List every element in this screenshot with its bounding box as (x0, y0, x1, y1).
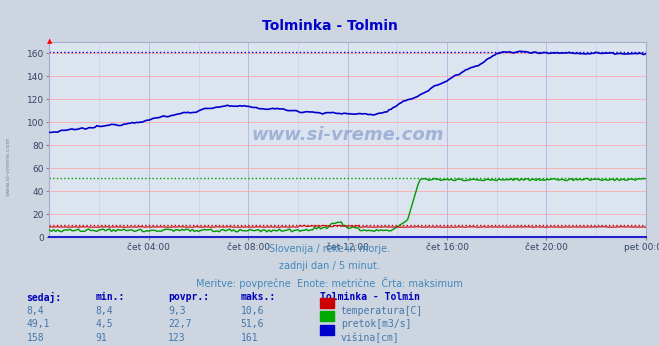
Text: 123: 123 (168, 333, 186, 343)
Text: 9,3: 9,3 (168, 306, 186, 316)
Text: www.si-vreme.com: www.si-vreme.com (251, 126, 444, 144)
Text: www.si-vreme.com: www.si-vreme.com (5, 136, 11, 196)
Text: Meritve: povprečne  Enote: metrične  Črta: maksimum: Meritve: povprečne Enote: metrične Črta:… (196, 277, 463, 289)
Text: 158: 158 (26, 333, 44, 343)
Text: povpr.:: povpr.: (168, 292, 209, 302)
Text: 8,4: 8,4 (96, 306, 113, 316)
Text: Tolminka - Tolmin: Tolminka - Tolmin (262, 19, 397, 33)
Text: min.:: min.: (96, 292, 125, 302)
Text: 91: 91 (96, 333, 107, 343)
Text: 161: 161 (241, 333, 258, 343)
Text: pretok[m3/s]: pretok[m3/s] (341, 319, 411, 329)
Text: Slovenija / reke in morje.: Slovenija / reke in morje. (269, 244, 390, 254)
Text: sedaj:: sedaj: (26, 292, 61, 303)
Text: Tolminka - Tolmin: Tolminka - Tolmin (320, 292, 420, 302)
Text: 51,6: 51,6 (241, 319, 264, 329)
Text: temperatura[C]: temperatura[C] (341, 306, 423, 316)
Text: 49,1: 49,1 (26, 319, 50, 329)
Text: višina[cm]: višina[cm] (341, 333, 399, 343)
Text: 22,7: 22,7 (168, 319, 192, 329)
Text: 8,4: 8,4 (26, 306, 44, 316)
Text: 4,5: 4,5 (96, 319, 113, 329)
Text: 10,6: 10,6 (241, 306, 264, 316)
Text: ▲: ▲ (47, 38, 52, 44)
Text: maks.:: maks.: (241, 292, 275, 302)
Text: zadnji dan / 5 minut.: zadnji dan / 5 minut. (279, 261, 380, 271)
